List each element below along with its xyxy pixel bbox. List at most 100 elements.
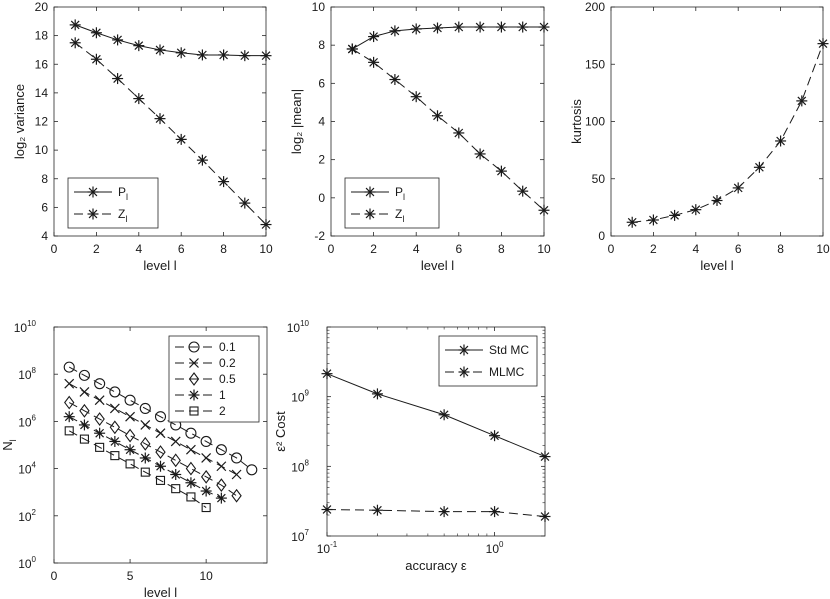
marker-stroke	[189, 358, 199, 368]
x-tick-label: 100	[486, 540, 504, 556]
x-tick-label: 10	[259, 242, 273, 256]
y-tick-label: 0	[598, 229, 605, 243]
data-point	[200, 435, 212, 448]
marker-stroke	[712, 196, 722, 205]
data-point	[246, 464, 258, 476]
legend-label-sub: l	[125, 214, 127, 224]
marker-stroke	[518, 186, 528, 196]
data-point	[94, 412, 105, 426]
data-point	[489, 430, 501, 442]
data-point	[438, 506, 450, 518]
data-point	[817, 38, 829, 50]
series-p-l	[346, 21, 550, 55]
data-point	[124, 394, 136, 406]
legend-marker	[458, 366, 470, 378]
data-point	[64, 378, 75, 389]
y-tick-label: 16	[35, 57, 49, 71]
marker-stroke	[797, 96, 807, 106]
marker-stroke	[627, 217, 637, 227]
y-tick-label: 18	[35, 29, 49, 43]
y-tick-label: 150	[585, 57, 605, 71]
marker-stroke	[540, 452, 550, 461]
data-point	[474, 148, 486, 160]
marker-stroke	[64, 378, 75, 389]
marker-stroke	[186, 444, 196, 455]
marker-stroke	[649, 215, 658, 225]
legend-label: 1	[219, 388, 226, 402]
legend-label-sub: l	[126, 192, 128, 202]
legend: Std MC MLMC	[438, 335, 538, 387]
marker-stroke	[198, 155, 207, 165]
data-point	[371, 504, 383, 516]
marker-stroke	[109, 403, 120, 414]
legend-box	[438, 335, 538, 387]
marker-stroke	[539, 205, 549, 215]
series-kurtosis	[626, 38, 829, 228]
data-point	[140, 420, 151, 430]
data-point	[170, 469, 182, 480]
legend-label: 0.2	[219, 356, 236, 370]
data-point	[215, 492, 227, 504]
data-point	[155, 428, 166, 439]
series-line	[632, 43, 824, 223]
data-point	[389, 74, 401, 86]
marker-stroke	[454, 22, 464, 32]
legend-item: 0.2	[175, 356, 236, 370]
marker-stroke	[92, 28, 101, 38]
data-point	[186, 492, 196, 502]
marker-stroke	[125, 445, 135, 455]
data-point	[216, 478, 227, 493]
x-axis-label: level l	[421, 258, 454, 273]
data-point	[196, 154, 208, 166]
data-point	[231, 452, 243, 464]
legend-marker	[188, 389, 200, 401]
series-1	[63, 411, 227, 504]
y-tick-label: 6	[41, 200, 48, 214]
y-tick-label: -2	[314, 229, 325, 243]
data-point	[368, 31, 380, 43]
data-point	[517, 185, 529, 197]
marker-stroke	[540, 512, 550, 521]
data-point	[109, 435, 121, 447]
legend-label: Zl	[118, 207, 127, 224]
axes-box	[326, 326, 546, 537]
data-point	[63, 361, 75, 373]
legend-item: Pl	[74, 185, 128, 202]
marker-stroke	[186, 478, 196, 488]
data-point	[79, 403, 90, 418]
x-tick-label: 6	[178, 242, 185, 256]
legend-label: Pl	[395, 185, 405, 202]
marker-stroke	[755, 162, 764, 172]
series-line	[68, 430, 207, 508]
x-tick-label: 2	[370, 242, 377, 256]
data-point	[368, 56, 380, 68]
data-point	[626, 216, 638, 228]
data-point	[78, 419, 90, 431]
marker-stroke	[433, 23, 442, 33]
marker-stroke	[390, 75, 400, 84]
x-tick-label: 0	[328, 242, 335, 256]
data-point	[185, 461, 197, 476]
data-point	[64, 426, 74, 436]
legend-item: Zl	[351, 207, 404, 224]
marker-stroke	[88, 209, 98, 219]
data-point	[154, 113, 166, 125]
marker-stroke	[231, 469, 242, 480]
data-point	[125, 459, 135, 469]
data-point	[155, 475, 166, 485]
marker-stroke	[198, 50, 207, 60]
y-tick-label: 6	[318, 76, 325, 90]
y-tick-exponent: 10	[27, 319, 36, 328]
data-point	[216, 461, 227, 472]
legend-marker	[189, 406, 199, 416]
x-axis-label: level l	[144, 585, 177, 599]
x-tick-exponent: -1	[330, 540, 338, 549]
series-line	[75, 24, 266, 57]
marker-stroke	[439, 507, 449, 517]
y-tick-label: 1010	[14, 319, 37, 335]
marker-stroke	[140, 453, 150, 463]
legend-label-sub: l	[403, 192, 405, 202]
y-axis-label: kurtosis	[569, 99, 584, 144]
